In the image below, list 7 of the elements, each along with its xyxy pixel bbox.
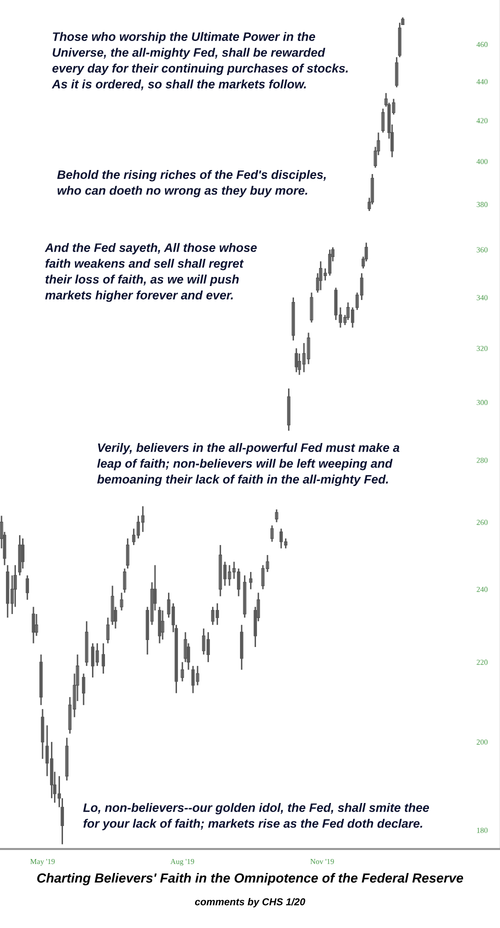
annotation: Behold the rising riches of the Fed's disciples, who can doeth no wrong as they buy more. (57, 170, 326, 198)
annotation: Lo, non-believers--our golden idol, the Fed, shall smite thee for your lack of faith; markets rise as the Fed doth declare. (83, 803, 429, 830)
annotation: And the Fed sayeth, All those whose faith weakens and sell shall regret their loss of faith, as we will push markets higher forever and ever. (44, 243, 257, 302)
text: comments by CHS 1/20 (195, 898, 306, 908)
annotation: Those who worship the Ultimate Power in the Universe, the all-mighty Fed, shall be rewarded every day for their continuing purchases of stocks. As it is ordered, so shall the markets follow. (52, 32, 348, 90)
text: Charting Believers' Faith in the Omnipotence of the Federal Reserve (37, 873, 464, 886)
annotation: Verily, believers in the all-powerful Fed must make a leap of faith; non-believers will be left weeping and bemoaning their lack of faith in the all-mighty Fed. (97, 443, 400, 486)
